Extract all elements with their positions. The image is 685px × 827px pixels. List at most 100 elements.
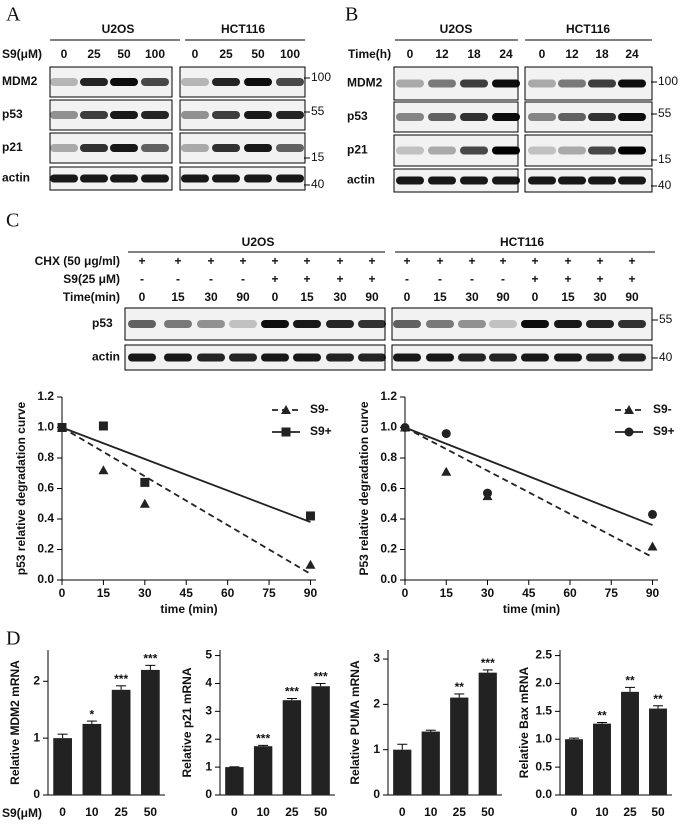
lane-label: 30	[465, 290, 479, 304]
x-tick-label: 15	[440, 586, 454, 600]
x-tick-label: 60	[563, 586, 577, 600]
group-label: U2OS	[440, 22, 473, 36]
lane-label: 90	[365, 290, 379, 304]
lane-label: +	[336, 254, 343, 268]
band	[293, 320, 321, 328]
x-tick-label: 75	[605, 586, 619, 600]
band	[80, 174, 108, 183]
point	[647, 541, 658, 551]
band	[460, 79, 488, 88]
row-label: p53	[2, 107, 23, 121]
y-tick-label: 0.6	[37, 481, 54, 495]
point	[648, 509, 657, 519]
treatment-label: CHX (50 μg/ml)	[35, 254, 120, 268]
point	[140, 477, 150, 487]
blot-box	[179, 166, 306, 191]
band	[128, 353, 156, 362]
band	[244, 78, 272, 86]
lane-label: 12	[565, 47, 579, 61]
significance: **	[597, 709, 607, 723]
band	[244, 111, 272, 119]
lane-label: +	[628, 272, 635, 286]
legend-marker	[281, 405, 291, 414]
point	[98, 465, 109, 475]
band	[489, 353, 517, 362]
legend-marker	[281, 427, 291, 437]
size-marker: 40	[659, 350, 673, 364]
band	[276, 111, 304, 119]
bar	[111, 689, 131, 795]
x-tick-label: 25	[623, 805, 637, 819]
lane-label: +	[564, 272, 571, 286]
y-axis-label: Relative MDM2 mRNA	[8, 660, 22, 785]
lane-label: +	[628, 254, 635, 268]
row-label: actin	[347, 173, 375, 187]
lane-label: +	[468, 254, 475, 268]
lane-label: 30	[333, 290, 347, 304]
significance: *	[90, 707, 95, 721]
lane-label: -	[405, 272, 409, 286]
fit-line	[404, 426, 653, 526]
x-tick-label: 10	[424, 805, 438, 819]
band	[141, 78, 169, 86]
band	[244, 144, 272, 152]
y-tick-label: 0	[33, 787, 40, 801]
x-tick-label: 50	[481, 805, 495, 819]
band	[554, 353, 582, 362]
group-label: HCT116	[500, 235, 544, 249]
y-tick-label: 1.0	[37, 420, 54, 434]
lane-label: +	[596, 272, 603, 286]
lane-label: 30	[204, 290, 218, 304]
band	[80, 78, 108, 86]
lane-label: -	[209, 272, 213, 286]
significance: **	[625, 674, 635, 688]
band	[426, 320, 454, 328]
band	[492, 176, 520, 185]
y-tick-label: 5	[205, 648, 212, 662]
band	[261, 320, 289, 328]
y-tick-label: 1.2	[380, 389, 397, 403]
legend-label: S9-	[653, 402, 672, 416]
band	[393, 320, 421, 328]
lane-label: 30	[593, 290, 607, 304]
x-tick-label: 90	[646, 586, 660, 600]
band	[141, 174, 169, 183]
x-tick-label: 0	[399, 805, 406, 819]
band	[426, 353, 454, 362]
error-bar	[286, 698, 297, 701]
bar	[565, 739, 583, 795]
y-tick-label: 0.8	[380, 450, 397, 464]
lane-label: 90	[236, 290, 250, 304]
band	[554, 320, 582, 328]
size-marker: 15	[311, 150, 325, 164]
error-bar	[597, 722, 607, 724]
band	[588, 176, 616, 185]
band	[618, 79, 646, 88]
band	[618, 176, 646, 185]
point	[305, 511, 315, 521]
size-marker: 100	[311, 70, 331, 84]
point	[57, 423, 67, 432]
band	[618, 320, 646, 328]
point	[400, 423, 410, 432]
lane-label: 25	[219, 47, 233, 61]
error-bar	[653, 705, 663, 709]
band	[428, 79, 456, 88]
x-tick-label: 0	[59, 586, 66, 600]
size-marker: 55	[311, 104, 325, 118]
y-tick-label: 0	[373, 787, 380, 801]
x-tick-label: 50	[651, 805, 665, 819]
band	[521, 320, 549, 328]
y-tick-label: 4	[205, 676, 212, 690]
lane-label: 100	[280, 47, 300, 61]
lane-label: +	[239, 254, 246, 268]
point	[305, 559, 316, 569]
band	[396, 146, 424, 155]
band	[80, 111, 108, 119]
error-bar	[258, 744, 269, 747]
band	[293, 353, 321, 362]
lane-label: 90	[496, 290, 510, 304]
x-tick-label: 75	[262, 586, 276, 600]
band	[141, 111, 169, 119]
band	[492, 79, 520, 88]
